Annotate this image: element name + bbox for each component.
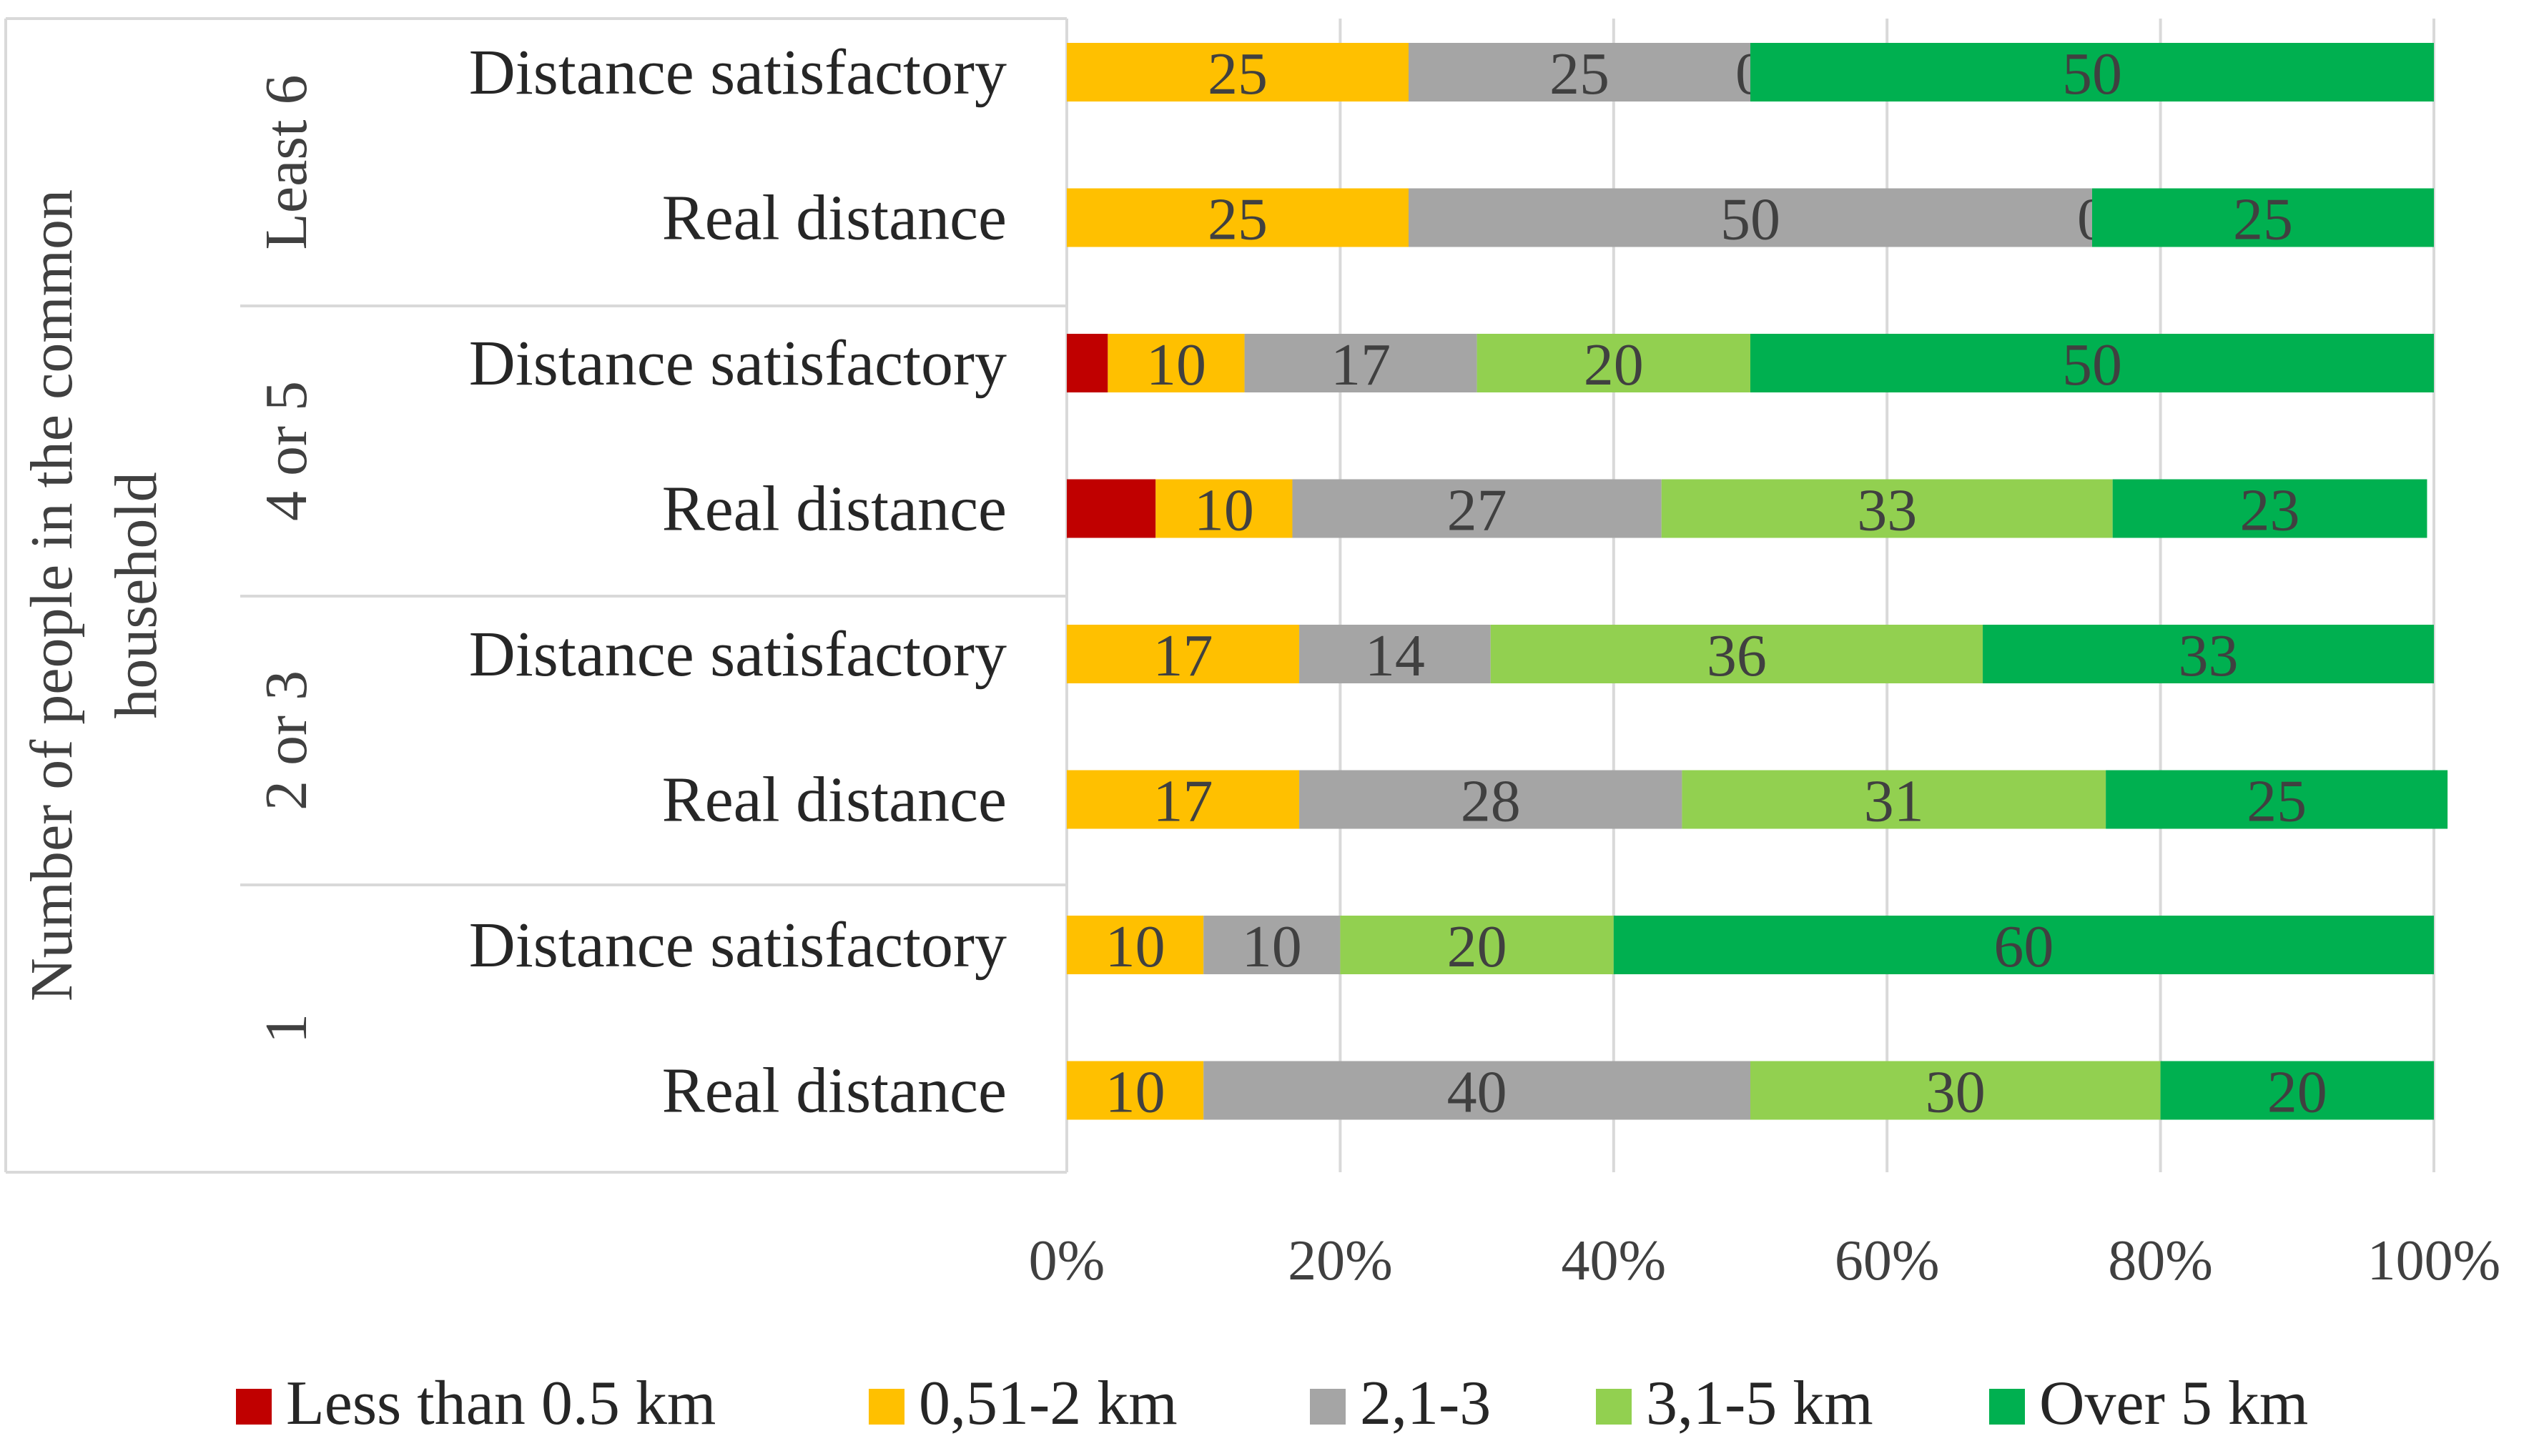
data-label: 25 xyxy=(1549,41,1609,107)
data-label: 31 xyxy=(1864,768,1924,835)
bar-segment xyxy=(1067,43,1409,101)
data-label: 30 xyxy=(1926,1059,1986,1126)
data-label: 60 xyxy=(1993,913,2054,980)
bar-segment xyxy=(1661,479,2113,538)
data-label: 17 xyxy=(1331,332,1391,398)
data-label: 27 xyxy=(1447,477,1507,544)
bar-segment xyxy=(1108,334,1245,392)
category-label: Real distance xyxy=(662,474,1007,545)
bar-segment xyxy=(1203,916,1341,974)
data-label: 10 xyxy=(1242,913,1302,980)
category-label: Distance satisfactory xyxy=(469,619,1007,690)
data-label: 17 xyxy=(1153,623,1213,689)
legend-swatch xyxy=(1596,1389,1632,1425)
data-label: 20 xyxy=(2267,1059,2327,1126)
legend-swatch xyxy=(869,1389,904,1425)
bar-segment xyxy=(1750,1061,2161,1120)
bar-segment xyxy=(1244,334,1477,392)
legend-label: 2,1-3 xyxy=(1360,1369,1491,1438)
bar-segment xyxy=(1340,916,1614,974)
bar-segment xyxy=(1613,916,2434,974)
bar-segment xyxy=(1409,43,1750,101)
x-tick-label: 60% xyxy=(1835,1229,1940,1292)
bar-segment xyxy=(1067,625,1300,683)
legend-label: 3,1-5 km xyxy=(1646,1369,1873,1438)
data-label: 25 xyxy=(1208,187,1268,253)
data-label: 33 xyxy=(1857,477,1917,544)
data-label: 20 xyxy=(1584,332,1644,398)
data-label: 36 xyxy=(1707,623,1767,689)
data-label: 28 xyxy=(1461,768,1521,835)
data-label: 17 xyxy=(1153,768,1213,835)
bar-segment xyxy=(1682,770,2106,829)
bar-segment xyxy=(1067,916,1204,974)
y-axis-title-line-1: Number of people in the common xyxy=(19,189,85,1001)
data-label: 33 xyxy=(2179,623,2239,689)
data-label: 10 xyxy=(1146,332,1206,398)
category-label: Distance satisfactory xyxy=(469,328,1007,399)
bar-segment xyxy=(2106,770,2448,829)
data-label: 50 xyxy=(2062,41,2122,107)
group-label: 1 xyxy=(253,1014,320,1044)
category-label: Real distance xyxy=(662,765,1007,836)
bar-segment xyxy=(1067,1061,1204,1120)
data-label: 25 xyxy=(2233,187,2293,253)
bar-segment xyxy=(1750,334,2434,392)
bar-segment xyxy=(1476,334,1750,392)
data-label: 50 xyxy=(2062,332,2122,398)
group-label: 2 or 3 xyxy=(253,670,320,811)
legend-label: Over 5 km xyxy=(2039,1369,2308,1438)
bar-segment xyxy=(1067,334,1108,392)
bar-segment xyxy=(2160,1061,2434,1120)
data-label: 10 xyxy=(1105,1059,1165,1126)
x-tick-label: 80% xyxy=(2108,1229,2213,1292)
data-label: 10 xyxy=(1194,477,1254,544)
x-tick-label: 100% xyxy=(2367,1229,2501,1292)
data-label: 50 xyxy=(1720,187,1780,253)
x-tick-label: 0% xyxy=(1029,1229,1105,1292)
bar-segment xyxy=(2112,479,2427,538)
bar-segment xyxy=(1299,770,1682,829)
bar-segment xyxy=(1490,625,1983,683)
data-label: 25 xyxy=(1208,41,1268,107)
bar-segment xyxy=(1983,625,2434,683)
bar-segment xyxy=(2092,188,2434,247)
bar-segment xyxy=(1067,188,1409,247)
legend-swatch xyxy=(236,1389,272,1425)
x-tick-label: 20% xyxy=(1288,1229,1393,1292)
data-label: 40 xyxy=(1447,1059,1507,1126)
bar-segment xyxy=(1409,188,2092,247)
data-label: 23 xyxy=(2240,477,2300,544)
data-label: 20 xyxy=(1447,913,1507,980)
data-label: 14 xyxy=(1365,623,1425,689)
category-label: Real distance xyxy=(662,1056,1007,1126)
legend-label: 0,51-2 km xyxy=(919,1369,1178,1438)
legend-swatch xyxy=(1989,1389,2025,1425)
category-label: Real distance xyxy=(662,183,1007,254)
bar-segment xyxy=(1155,479,1293,538)
group-label: Least 6 xyxy=(253,75,320,250)
data-label: 10 xyxy=(1105,913,1165,980)
legend-swatch xyxy=(1310,1389,1346,1425)
category-label: Distance satisfactory xyxy=(469,910,1007,981)
bar-segment xyxy=(1203,1061,1750,1120)
bar-segment xyxy=(1067,479,1156,538)
data-label: 25 xyxy=(2247,768,2307,835)
category-label: Distance satisfactory xyxy=(469,37,1007,108)
bar-segment xyxy=(1292,479,1662,538)
bar-segment xyxy=(1067,770,1300,829)
bar-segment xyxy=(1299,625,1491,683)
x-tick-label: 40% xyxy=(1561,1229,1666,1292)
legend-label: Less than 0.5 km xyxy=(286,1369,716,1438)
y-axis-title-line-2: household xyxy=(103,472,169,718)
bar-segment xyxy=(1750,43,2434,101)
group-label: 4 or 5 xyxy=(253,381,320,521)
